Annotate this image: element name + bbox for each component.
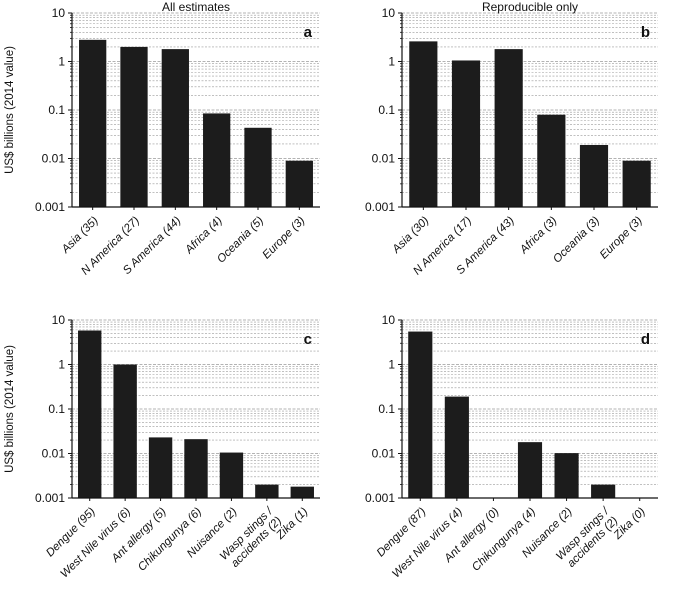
y-tick-label: 10 — [382, 313, 396, 327]
bar-c-5 — [219, 452, 244, 498]
x-tick-label: Chikungunya (6) — [136, 506, 204, 574]
y-tick-label: 0.01 — [372, 447, 396, 461]
y-tick-label: 0.01 — [372, 152, 396, 166]
bar-d-5 — [554, 453, 579, 498]
bar-c-4 — [184, 439, 208, 498]
y-axis-label: US$ billions (2014 value) — [4, 46, 16, 174]
x-tick-label: Asia (35) — [59, 215, 101, 257]
x-tick-label: Oceania (3) — [551, 215, 602, 266]
y-axis-label: US$ billions (2014 value) — [4, 345, 16, 473]
bar-b-6 — [622, 160, 651, 207]
bar-a-2 — [120, 46, 148, 208]
bar-a-4 — [203, 113, 231, 207]
x-tick-label: Europe (3) — [261, 215, 308, 262]
bar-d-6 — [591, 484, 616, 498]
bar-d-2 — [444, 396, 469, 498]
y-tick-label: 0.001 — [365, 200, 395, 214]
bar-a-5 — [244, 127, 272, 207]
panel-label: c — [304, 331, 312, 348]
y-tick-label: 0.1 — [378, 402, 395, 416]
y-tick-label: 0.001 — [35, 200, 65, 214]
y-tick-label: 0.1 — [48, 103, 65, 117]
x-tick-label: Asia (30) — [390, 215, 432, 257]
y-tick-label: 1 — [388, 358, 395, 372]
bar-c-3 — [148, 437, 173, 498]
y-tick-label: 10 — [382, 6, 396, 20]
y-tick-label: 0.1 — [48, 402, 65, 416]
bar-a-1 — [79, 39, 107, 207]
bar-b-3 — [494, 49, 523, 208]
y-tick-label: 1 — [58, 55, 65, 69]
x-tick-label: Chikungunya (4) — [470, 506, 538, 574]
x-tick-label: West Nile virus (4) — [390, 506, 465, 581]
y-tick-label: 0.001 — [365, 491, 395, 505]
panel-label: a — [304, 24, 313, 41]
bar-d-1 — [408, 331, 433, 498]
bar-c-1 — [78, 330, 102, 498]
y-tick-label: 0.001 — [35, 491, 65, 505]
bar-c-2 — [113, 364, 137, 498]
bar-b-2 — [451, 60, 481, 207]
x-tick-label: Africa (4) — [183, 215, 225, 257]
y-tick-label: 10 — [52, 313, 66, 327]
bar-a-3 — [161, 49, 189, 208]
x-tick-label: Europe (3) — [598, 215, 645, 262]
x-tick-label: Africa (3) — [517, 215, 559, 257]
y-tick-label: 0.01 — [42, 152, 66, 166]
panel-title: Reproducible only — [482, 0, 578, 14]
bar-c-7 — [290, 486, 314, 498]
y-tick-label: 1 — [58, 358, 65, 372]
bar-c-6 — [255, 484, 279, 498]
bar-b-1 — [409, 41, 438, 207]
bar-a-6 — [285, 160, 313, 207]
bar-d-4 — [517, 442, 543, 498]
y-tick-label: 0.1 — [378, 103, 395, 117]
panel-title: All estimates — [162, 0, 230, 14]
y-tick-label: 10 — [52, 6, 66, 20]
panel-label: d — [641, 331, 650, 348]
panel-label: b — [641, 24, 650, 41]
bar-b-5 — [579, 144, 609, 207]
y-tick-label: 1 — [388, 55, 395, 69]
bar-b-4 — [537, 114, 566, 207]
y-tick-label: 0.01 — [42, 447, 66, 461]
